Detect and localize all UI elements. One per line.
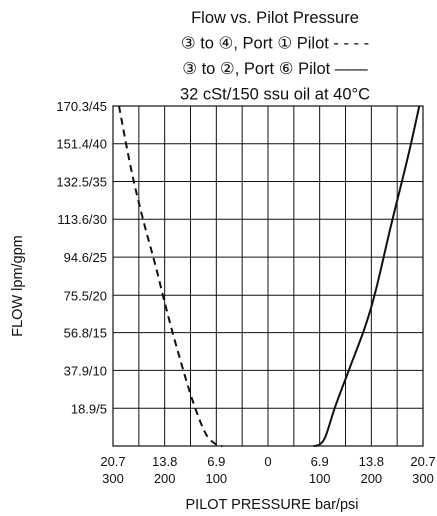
x-tick-label-bar: 13.8 xyxy=(152,454,177,469)
y-axis-title: FLOW lpm/gpm xyxy=(10,235,26,337)
x-tick-label-psi: 300 xyxy=(412,471,434,486)
y-tick-label: 132.5/35 xyxy=(56,174,107,189)
chart-series xyxy=(118,105,421,447)
x-tick-label-bar: 20.7 xyxy=(100,454,125,469)
plot-frame xyxy=(112,105,424,447)
title-line-2: ③ to ④, Port ① Pilot - - - - xyxy=(181,35,369,53)
y-tick-label: 94.6/25 xyxy=(64,250,107,265)
y-tick-label: 151.4/40 xyxy=(56,137,107,152)
x-tick-label-bar: 6.9 xyxy=(311,454,329,469)
x-tick-label-psi: 100 xyxy=(205,471,227,486)
x-tick-label-bar: 13.8 xyxy=(359,454,384,469)
x-tick-label-psi: 200 xyxy=(360,471,382,486)
title-line-3: ③ to ②, Port ⑥ Pilot —— xyxy=(182,60,368,78)
chart-title: Flow vs. Pilot Pressure ③ to ④, Port ① Pi… xyxy=(180,9,370,104)
title-line-1: Flow vs. Pilot Pressure xyxy=(191,9,359,27)
y-tick-label: 113.6/30 xyxy=(57,212,107,227)
series-line-solid xyxy=(313,105,421,447)
x-tick-label-psi: 300 xyxy=(102,471,124,486)
x-tick-label-bar: 0 xyxy=(264,454,271,469)
y-tick-label: 56.8/15 xyxy=(64,326,107,341)
series-line-dashed xyxy=(118,105,223,447)
x-tick-label-bar: 20.7 xyxy=(410,454,435,469)
title-line-4: 32 cSt/150 ssu oil at 40°C xyxy=(180,86,370,104)
x-tick-label-psi: 200 xyxy=(154,471,176,486)
x-axis-ticks: 20.7 300 13.8 200 6.9 100 0 6.9 100 13.8 200 20.7 30… xyxy=(100,454,435,486)
x-tick-label-psi: 100 xyxy=(309,471,331,486)
y-tick-label: 37.9/10 xyxy=(64,363,107,378)
y-tick-label: 18.9/5 xyxy=(71,401,107,416)
y-tick-label: 75.5/20 xyxy=(64,288,107,303)
chart-grid xyxy=(113,106,423,446)
x-tick-label-bar: 6.9 xyxy=(207,454,225,469)
x-axis-title: PILOT PRESSURE bar/psi xyxy=(186,497,359,513)
y-axis-ticks: 18.9/5 37.9/10 56.8/15 75.5/20 94.6/25 113.6/… xyxy=(56,99,107,416)
y-tick-label: 170.3/45 xyxy=(56,99,107,114)
